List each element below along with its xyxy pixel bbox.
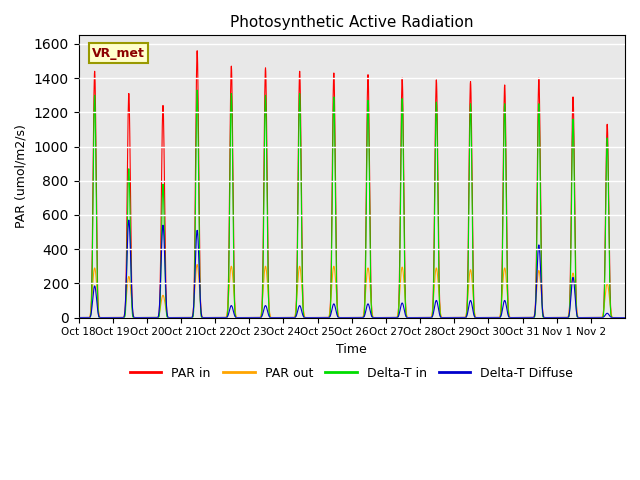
PAR in: [385, 315, 392, 321]
PAR out: [621, 315, 629, 321]
Delta-T in: [129, 314, 137, 320]
Delta-T Diffuse: [621, 315, 629, 321]
Delta-T in: [248, 315, 255, 321]
Delta-T in: [547, 315, 555, 321]
PAR out: [516, 315, 524, 321]
PAR out: [193, 262, 201, 267]
Delta-T Diffuse: [125, 217, 132, 223]
PAR in: [75, 315, 83, 321]
Legend: PAR in, PAR out, Delta-T in, Delta-T Diffuse: PAR in, PAR out, Delta-T in, Delta-T Dif…: [125, 362, 579, 384]
PAR in: [129, 313, 137, 319]
PAR out: [614, 315, 621, 321]
Delta-T in: [385, 315, 392, 321]
PAR in: [614, 315, 621, 321]
Delta-T Diffuse: [75, 315, 83, 321]
PAR in: [516, 315, 524, 321]
PAR out: [385, 315, 392, 321]
Delta-T in: [193, 87, 201, 93]
Title: Photosynthetic Active Radiation: Photosynthetic Active Radiation: [230, 15, 474, 30]
Line: PAR out: PAR out: [79, 264, 625, 318]
PAR out: [75, 315, 83, 321]
PAR out: [248, 315, 255, 321]
Delta-T in: [621, 315, 629, 321]
Text: VR_met: VR_met: [92, 47, 145, 60]
Delta-T Diffuse: [614, 315, 621, 321]
Delta-T in: [516, 315, 524, 321]
Delta-T Diffuse: [547, 315, 555, 321]
PAR in: [547, 315, 555, 321]
PAR in: [248, 315, 255, 321]
Line: Delta-T in: Delta-T in: [79, 90, 625, 318]
Delta-T in: [614, 315, 621, 321]
Delta-T Diffuse: [129, 313, 137, 319]
PAR in: [621, 315, 629, 321]
Delta-T Diffuse: [516, 315, 524, 321]
X-axis label: Time: Time: [337, 343, 367, 356]
Delta-T Diffuse: [248, 315, 255, 321]
Y-axis label: PAR (umol/m2/s): PAR (umol/m2/s): [15, 124, 28, 228]
Line: PAR in: PAR in: [79, 51, 625, 318]
Delta-T Diffuse: [385, 315, 392, 321]
Line: Delta-T Diffuse: Delta-T Diffuse: [79, 220, 625, 318]
PAR out: [547, 315, 555, 321]
Delta-T in: [75, 315, 83, 321]
PAR out: [129, 312, 137, 317]
PAR in: [193, 48, 201, 54]
